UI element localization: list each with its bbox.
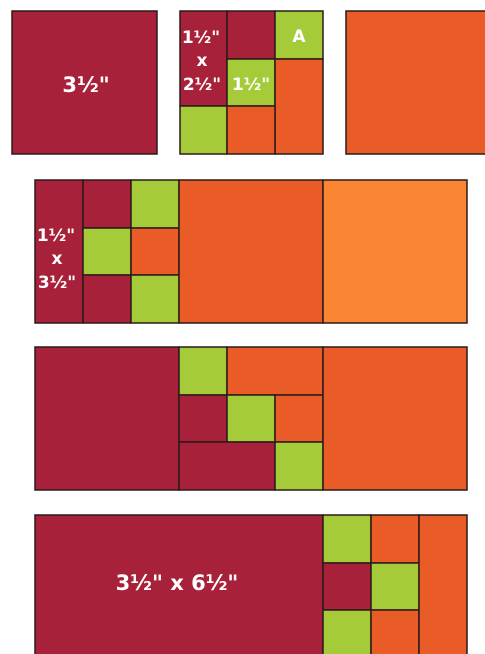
label-rect-size: 3½" x 6½": [116, 571, 239, 595]
unit-a-block: 1½" x 2½" 1½" A: [179, 10, 324, 155]
orange-square-r3-mid: [274, 394, 324, 443]
orange-strip-r4-right: [418, 514, 468, 654]
row-1: 3½" 1½" x 2½" 1½" A: [11, 10, 485, 155]
orange-strip-right: [274, 58, 324, 155]
label-side-width: 1½": [37, 226, 75, 246]
orange-square-r2-mid: [130, 227, 180, 276]
label-side-x: x: [52, 249, 63, 269]
crimson-strip: [179, 10, 228, 107]
light-orange-square-r2: [322, 179, 468, 324]
lime-square-r4-bottom: [322, 609, 372, 654]
label-small-square: 1½": [232, 75, 270, 95]
crimson-square-r3-large: [34, 346, 180, 491]
label-strip-height: 2½": [183, 75, 221, 95]
label-side-height: 3½": [38, 273, 76, 293]
lime-square-r2-top: [130, 179, 180, 229]
orange-square-r4-bottom: [370, 609, 420, 654]
orange-square-3-5: [345, 10, 485, 155]
row-4: 3½" x 6½": [34, 514, 468, 654]
row-3: [34, 346, 468, 491]
lime-square-r3-bottom: [274, 441, 324, 491]
lime-square-r4-top: [322, 514, 372, 564]
lime-square-r2-mid: [82, 227, 132, 276]
crimson-square-r2-bottom: [82, 274, 132, 324]
lime-square-r3-mid: [226, 394, 276, 443]
orange-square-r3-large: [322, 346, 468, 491]
crimson-side-strip: [34, 179, 84, 324]
crimson-square-r4-mid: [322, 562, 372, 611]
label-unit-a: A: [292, 27, 306, 47]
crimson-square-3-5: [11, 10, 158, 155]
orange-strip-r3-top: [226, 346, 324, 396]
label-square-size: 3½": [62, 73, 109, 97]
crimson-square-r2-top: [82, 179, 132, 229]
row-2: 1½" x 3½": [34, 179, 468, 324]
orange-square-r4-top: [370, 514, 420, 564]
lime-square-bottom: [179, 105, 228, 155]
crimson-rectangle-r4: [34, 514, 324, 654]
label-strip-x: x: [197, 51, 208, 71]
lime-square-r3-top: [178, 346, 228, 396]
crimson-square-top: [226, 10, 276, 60]
crimson-square-r3-mid: [178, 394, 228, 443]
orange-square-bottom: [226, 105, 276, 155]
label-strip-width: 1½": [182, 28, 220, 48]
lime-square-r4-mid: [370, 562, 420, 611]
orange-square-r2-large: [178, 179, 324, 324]
crimson-strip-r3-bottom: [178, 441, 276, 491]
lime-square-r2-bottom: [130, 274, 180, 324]
